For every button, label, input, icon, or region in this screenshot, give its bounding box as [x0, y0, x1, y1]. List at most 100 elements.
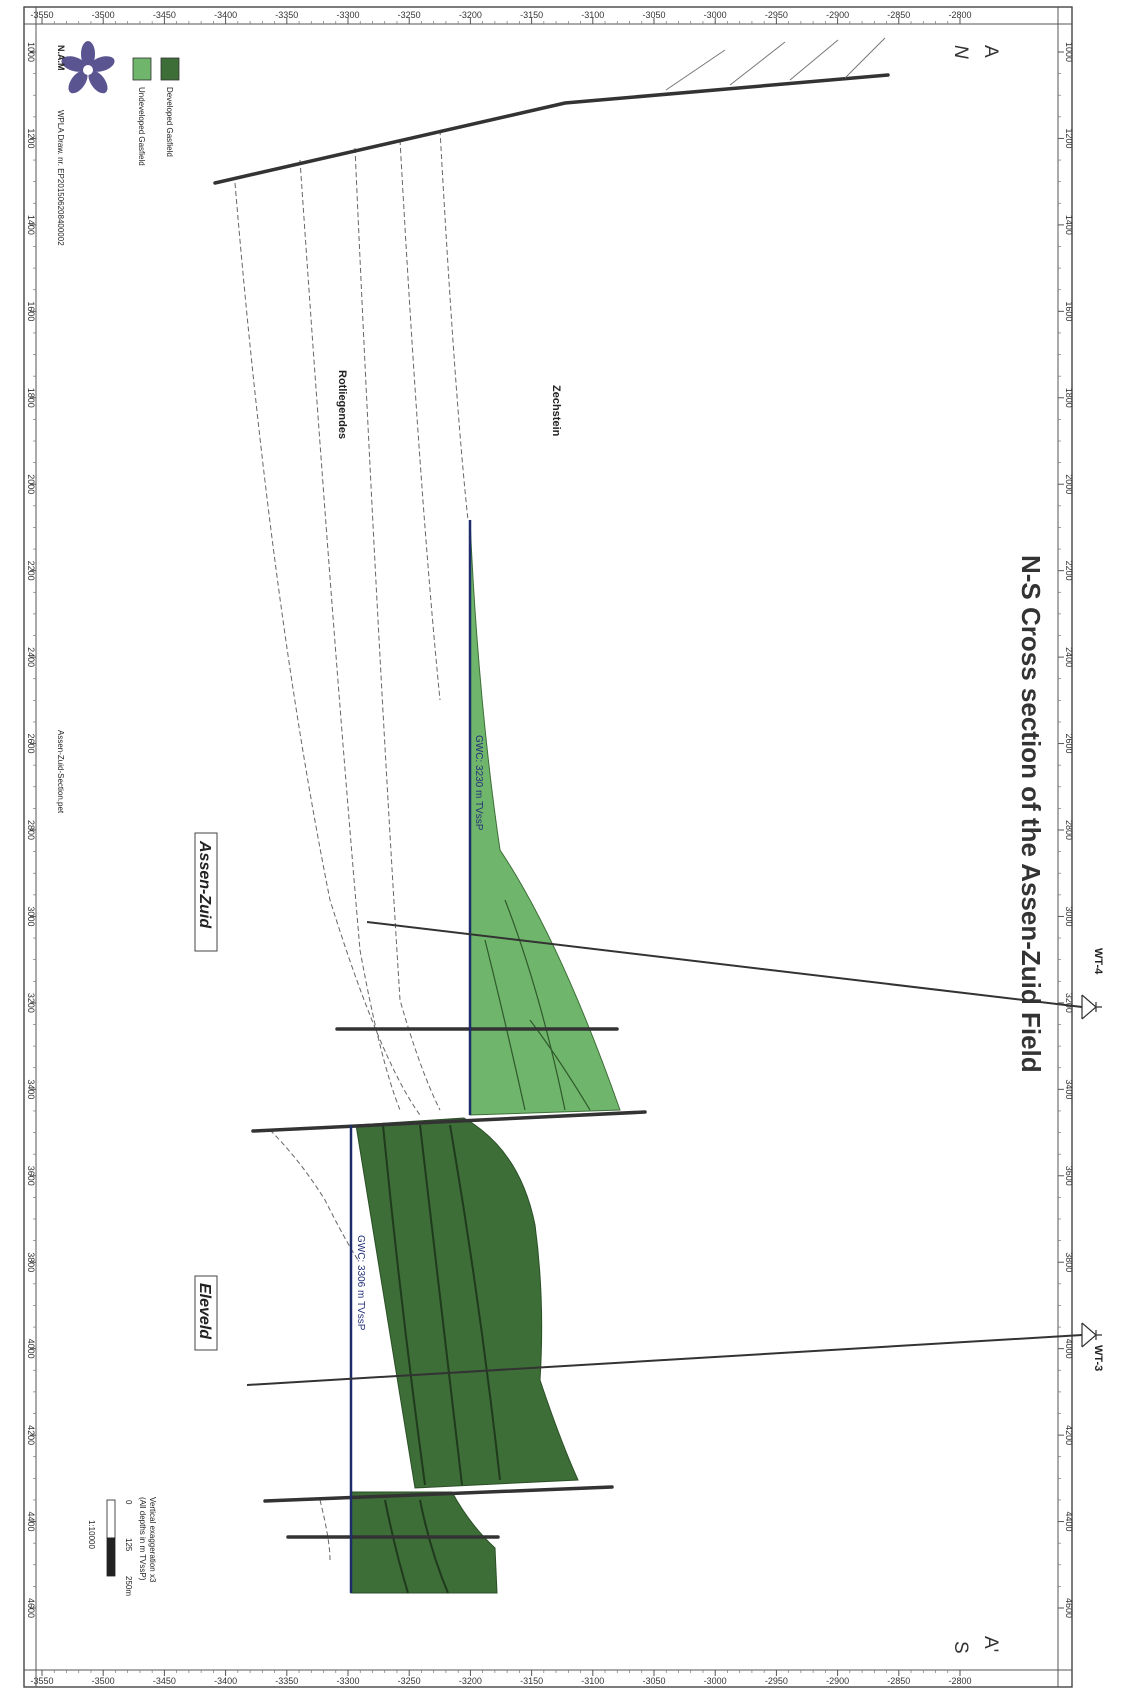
- legend-label-undeveloped: Undeveloped Gasfield: [137, 87, 146, 166]
- distance-ruler-left-label: 2800: [26, 820, 36, 840]
- distance-ruler-left-label: 3600: [26, 1166, 36, 1186]
- depth-ruler-bottom-label: -2850: [887, 1676, 910, 1686]
- distance-ruler-right-label: 4600: [1064, 1598, 1074, 1618]
- depth-ruler-top-label: -3350: [275, 10, 298, 20]
- depth-ruler-bottom-label: -3350: [275, 1676, 298, 1686]
- horizon-lines: [234, 129, 469, 1561]
- developed-gas-layer-lines: [382, 1124, 501, 1594]
- depth-ruler-top-label: -2800: [948, 10, 971, 20]
- distance-ruler-left-label: 2400: [26, 647, 36, 667]
- figure-border: [23, 6, 1073, 1688]
- field-label-eleveld: Eleveld: [196, 1283, 213, 1340]
- company-logo-icon: [61, 41, 115, 94]
- depth-ruler-top-label: -2900: [826, 10, 849, 20]
- drawing-number: WPLA Draw. nr. EP201506208400002: [56, 110, 65, 246]
- depth-ruler-bottom-label: -2950: [765, 1676, 788, 1686]
- fault-splays: [665, 37, 886, 91]
- south-end-direction: S: [950, 1641, 971, 1654]
- depth-ruler-top-label: -3450: [153, 10, 176, 20]
- scale-bar-segment-2: [106, 1537, 116, 1577]
- distance-ruler-left-label: 4600: [26, 1598, 36, 1618]
- depth-ruler-top-label: -3500: [92, 10, 115, 20]
- distance-ruler-left-label: 2600: [26, 734, 36, 754]
- distance-ruler-right-label: 4400: [1064, 1512, 1074, 1532]
- depth-ruler-top-label: -3300: [336, 10, 359, 20]
- depth-ruler-top-label: -3200: [459, 10, 482, 20]
- distance-ruler-right-label: 1400: [1064, 215, 1074, 235]
- developed-gasfield-area: [355, 1117, 579, 1489]
- depth-ruler-bottom-label: -3550: [30, 1676, 53, 1686]
- field-label-assen-zuid: Assen-Zuid: [196, 840, 213, 929]
- depth-ruler-bottom-label: -3100: [581, 1676, 604, 1686]
- well-wt4-trajectory: [366, 921, 1083, 1008]
- distance-ruler-right-label: 3800: [1064, 1252, 1074, 1272]
- well-wt3-symbol: [1081, 1322, 1102, 1348]
- file-name: Assen-Zuid-Section.pet: [56, 730, 65, 814]
- field-label-box-assen-zuid: [194, 832, 218, 952]
- distance-ruler-right: 1000 1200 1400 1600 1800 2000 2200 2400 2600 2800…: [1057, 7, 1074, 1687]
- north-end-letter: A: [980, 45, 1001, 58]
- depth-ruler-bottom-label: -3400: [214, 1676, 237, 1686]
- distance-ruler-right-label: 1800: [1064, 388, 1074, 408]
- distance-ruler-left-label: 3400: [26, 1079, 36, 1099]
- fault-lines: [213, 73, 890, 1539]
- distance-ruler-right-label: 3000: [1064, 906, 1074, 926]
- depth-ruler-top-label: -2950: [765, 10, 788, 20]
- depth-ruler-bottom-label: -2900: [826, 1676, 849, 1686]
- distance-ruler-left-label: 3000: [26, 906, 36, 926]
- distance-ruler-right-label: 3600: [1064, 1166, 1074, 1186]
- legend-swatch-developed: [160, 57, 180, 81]
- scale-ratio: 1:10000: [87, 1520, 96, 1549]
- north-end-direction: N: [950, 45, 971, 59]
- scale-note: Vertical exaggeration x3: [148, 1497, 157, 1583]
- legend-label-developed: Developed Gasfield: [165, 87, 174, 157]
- distance-ruler-left-label: 4200: [26, 1425, 36, 1445]
- scale-tick-0: 0: [124, 1500, 133, 1505]
- scale-bar-segment-1: [106, 1499, 116, 1539]
- depth-ruler-top: -3550 -3500 -3450 -3400 -3350 -3300 -3250 -3200…: [24, 10, 1072, 25]
- depth-ruler-bottom-label: -3450: [153, 1676, 176, 1686]
- distance-ruler-left-label: 2200: [26, 561, 36, 581]
- depth-ruler-bottom-label: -2800: [948, 1676, 971, 1686]
- well-label-wt4: WT-4: [1092, 948, 1104, 975]
- south-end-letter: A': [980, 1636, 1001, 1652]
- distance-ruler-right-label: 3200: [1064, 993, 1074, 1013]
- distance-ruler-left-label: 1000: [26, 42, 36, 62]
- formation-lower-label: Rotliegendes: [336, 370, 348, 439]
- distance-ruler-right-label: 1000: [1064, 42, 1074, 62]
- depth-ruler-top-label: -3150: [520, 10, 543, 20]
- distance-ruler-left-label: 3200: [26, 993, 36, 1013]
- page-title: N-S Cross section of the Assen-Zuid Fiel…: [1016, 555, 1046, 1073]
- well-label-wt3: WT-3: [1092, 1345, 1104, 1371]
- scale-block: Vertical exaggeration x3 (All depths in …: [87, 1497, 157, 1596]
- company-name: N.A.M: [56, 45, 66, 71]
- depth-ruler-top-label: -3400: [214, 10, 237, 20]
- distance-ruler-right-label: 2800: [1064, 820, 1074, 840]
- distance-ruler-right-label: 4000: [1064, 1339, 1074, 1359]
- distance-ruler-left-label: 1800: [26, 388, 36, 408]
- plot-area: [213, 37, 1102, 1594]
- depth-ruler-top-label: -3000: [704, 10, 727, 20]
- scale-tick-1: 125: [124, 1538, 133, 1552]
- distance-ruler-right-label: 2000: [1064, 474, 1074, 494]
- distance-ruler-right-label: 2400: [1064, 647, 1074, 667]
- scale-depth-note: (All depths in m TVssP): [138, 1497, 147, 1581]
- distance-ruler-left-label: 2000: [26, 474, 36, 494]
- depth-ruler-bottom-label: -3250: [398, 1676, 421, 1686]
- depth-ruler-bottom-label: -3300: [336, 1676, 359, 1686]
- distance-ruler-right-label: 3400: [1064, 1079, 1074, 1099]
- distance-ruler-left: 1000 1200 1400 1600 1800 2000 2200 2400 2600 2800…: [26, 7, 37, 1687]
- distance-ruler-left-label: 1400: [26, 215, 36, 235]
- depth-ruler-bottom-label: -3050: [642, 1676, 665, 1686]
- depth-ruler-bottom: -3550 -3500 -3450 -3400 -3350 -3300 -3250 -3200…: [24, 1669, 1072, 1686]
- depth-ruler-bottom-label: -3150: [520, 1676, 543, 1686]
- distance-ruler-left-label: 1200: [26, 128, 36, 148]
- distance-ruler-left-label: 4000: [26, 1339, 36, 1359]
- well-wt3-trajectory: [246, 1334, 1083, 1386]
- depth-ruler-bottom-label: -3000: [704, 1676, 727, 1686]
- depth-ruler-top-label: -2850: [887, 10, 910, 20]
- depth-ruler-top-label: -3550: [30, 10, 53, 20]
- distance-ruler-right-label: 1600: [1064, 301, 1074, 321]
